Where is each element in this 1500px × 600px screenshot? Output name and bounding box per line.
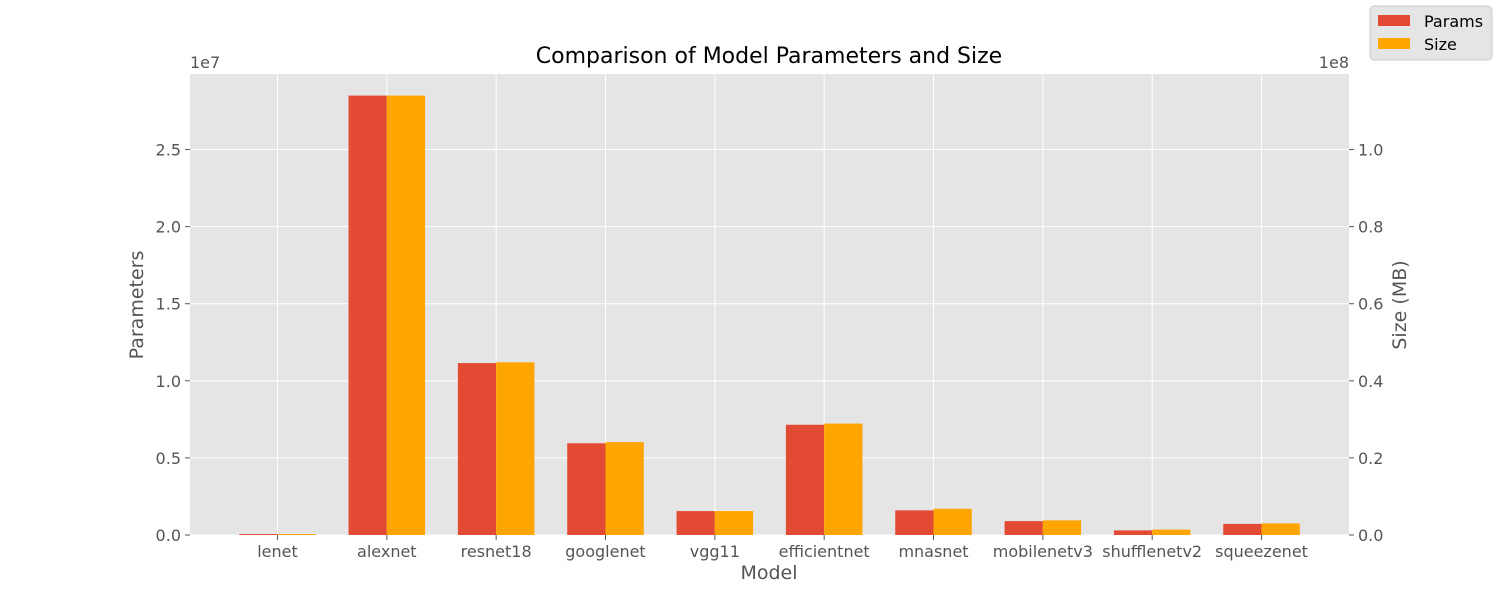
right-tick-label: 1.0 [1358, 141, 1383, 160]
right-tick-label: 0.4 [1358, 372, 1383, 391]
bar-params-alexnet [348, 95, 387, 536]
left-tick-label: 1.0 [156, 372, 181, 391]
bar-size-mnasnet [933, 508, 972, 535]
left-axis-offset-label: 1e7 [190, 53, 220, 72]
right-tick-label: 0.0 [1358, 526, 1383, 545]
legend-swatch-params [1378, 15, 1410, 26]
left-axis-label: Parameters [126, 251, 148, 360]
x-tick-label-vgg11: vgg11 [690, 542, 740, 561]
bar-size-vgg11 [714, 511, 754, 535]
right-axis-label: Size (MB) [1389, 260, 1411, 349]
legend-label-params: Params [1424, 12, 1483, 31]
x-tick-label-resnet18: resnet18 [461, 542, 532, 561]
bar-size-alexnet [386, 95, 426, 536]
x-tick-label-shufflenetv2: shufflenetv2 [1102, 542, 1202, 561]
bar-params-vgg11 [676, 511, 715, 535]
x-tick-label-squeezenet: squeezenet [1215, 542, 1308, 561]
bar-size-efficientnet [824, 423, 863, 535]
bar-size-resnet18 [496, 362, 535, 535]
legend-label-size: Size [1424, 35, 1457, 54]
left-tick-label: 0.0 [156, 526, 181, 545]
bar-params-resnet18 [457, 363, 497, 535]
right-tick-label: 0.2 [1358, 449, 1383, 468]
x-tick-label-alexnet: alexnet [357, 542, 417, 561]
bar-size-mobilenetv3 [1042, 520, 1082, 535]
bar-params-efficientnet [785, 424, 825, 535]
bars [239, 95, 1300, 536]
x-axis-label: Model [740, 562, 797, 584]
left-tick-label: 1.5 [156, 295, 181, 314]
bar-params-mobilenetv3 [1004, 521, 1043, 535]
right-tick-label: 0.8 [1358, 218, 1383, 237]
chart-title: Comparison of Model Parameters and Size [536, 44, 1002, 69]
left-tick-label: 2.5 [156, 141, 181, 160]
bar-size-shufflenetv2 [1152, 529, 1191, 535]
legend-swatch-size [1378, 38, 1410, 49]
bar-params-googlenet [567, 443, 606, 535]
x-tick-label-mnasnet: mnasnet [898, 542, 968, 561]
x-tick-label-googlenet: googlenet [565, 542, 645, 561]
bar-params-mnasnet [895, 510, 934, 535]
legend: Params Size [1369, 5, 1493, 61]
left-tick-label: 2.0 [156, 218, 181, 237]
bar-params-lenet [239, 534, 278, 535]
left-axis-ticks: 0.0 0.5 1.0 1.5 2.0 2.5 [156, 141, 190, 545]
bar-size-squeezenet [1261, 523, 1300, 535]
bar-size-lenet [277, 534, 316, 535]
bar-size-googlenet [605, 442, 644, 535]
bar-params-squeezenet [1223, 523, 1262, 535]
bar-params-shufflenetv2 [1113, 530, 1153, 535]
x-tick-label-lenet: lenet [257, 542, 298, 561]
x-tick-label-efficientnet: efficientnet [779, 542, 870, 561]
x-axis-ticks: lenet alexnet resnet18 googlenet vgg11 effici… [257, 535, 1308, 561]
right-axis-offset-label: 1e8 [1319, 53, 1349, 72]
right-tick-label: 0.6 [1358, 295, 1383, 314]
right-axis-ticks: 0.0 0.2 0.4 0.6 0.8 1.0 [1349, 141, 1383, 545]
x-tick-label-mobilenetv3: mobilenetv3 [993, 542, 1093, 561]
left-tick-label: 0.5 [156, 449, 181, 468]
